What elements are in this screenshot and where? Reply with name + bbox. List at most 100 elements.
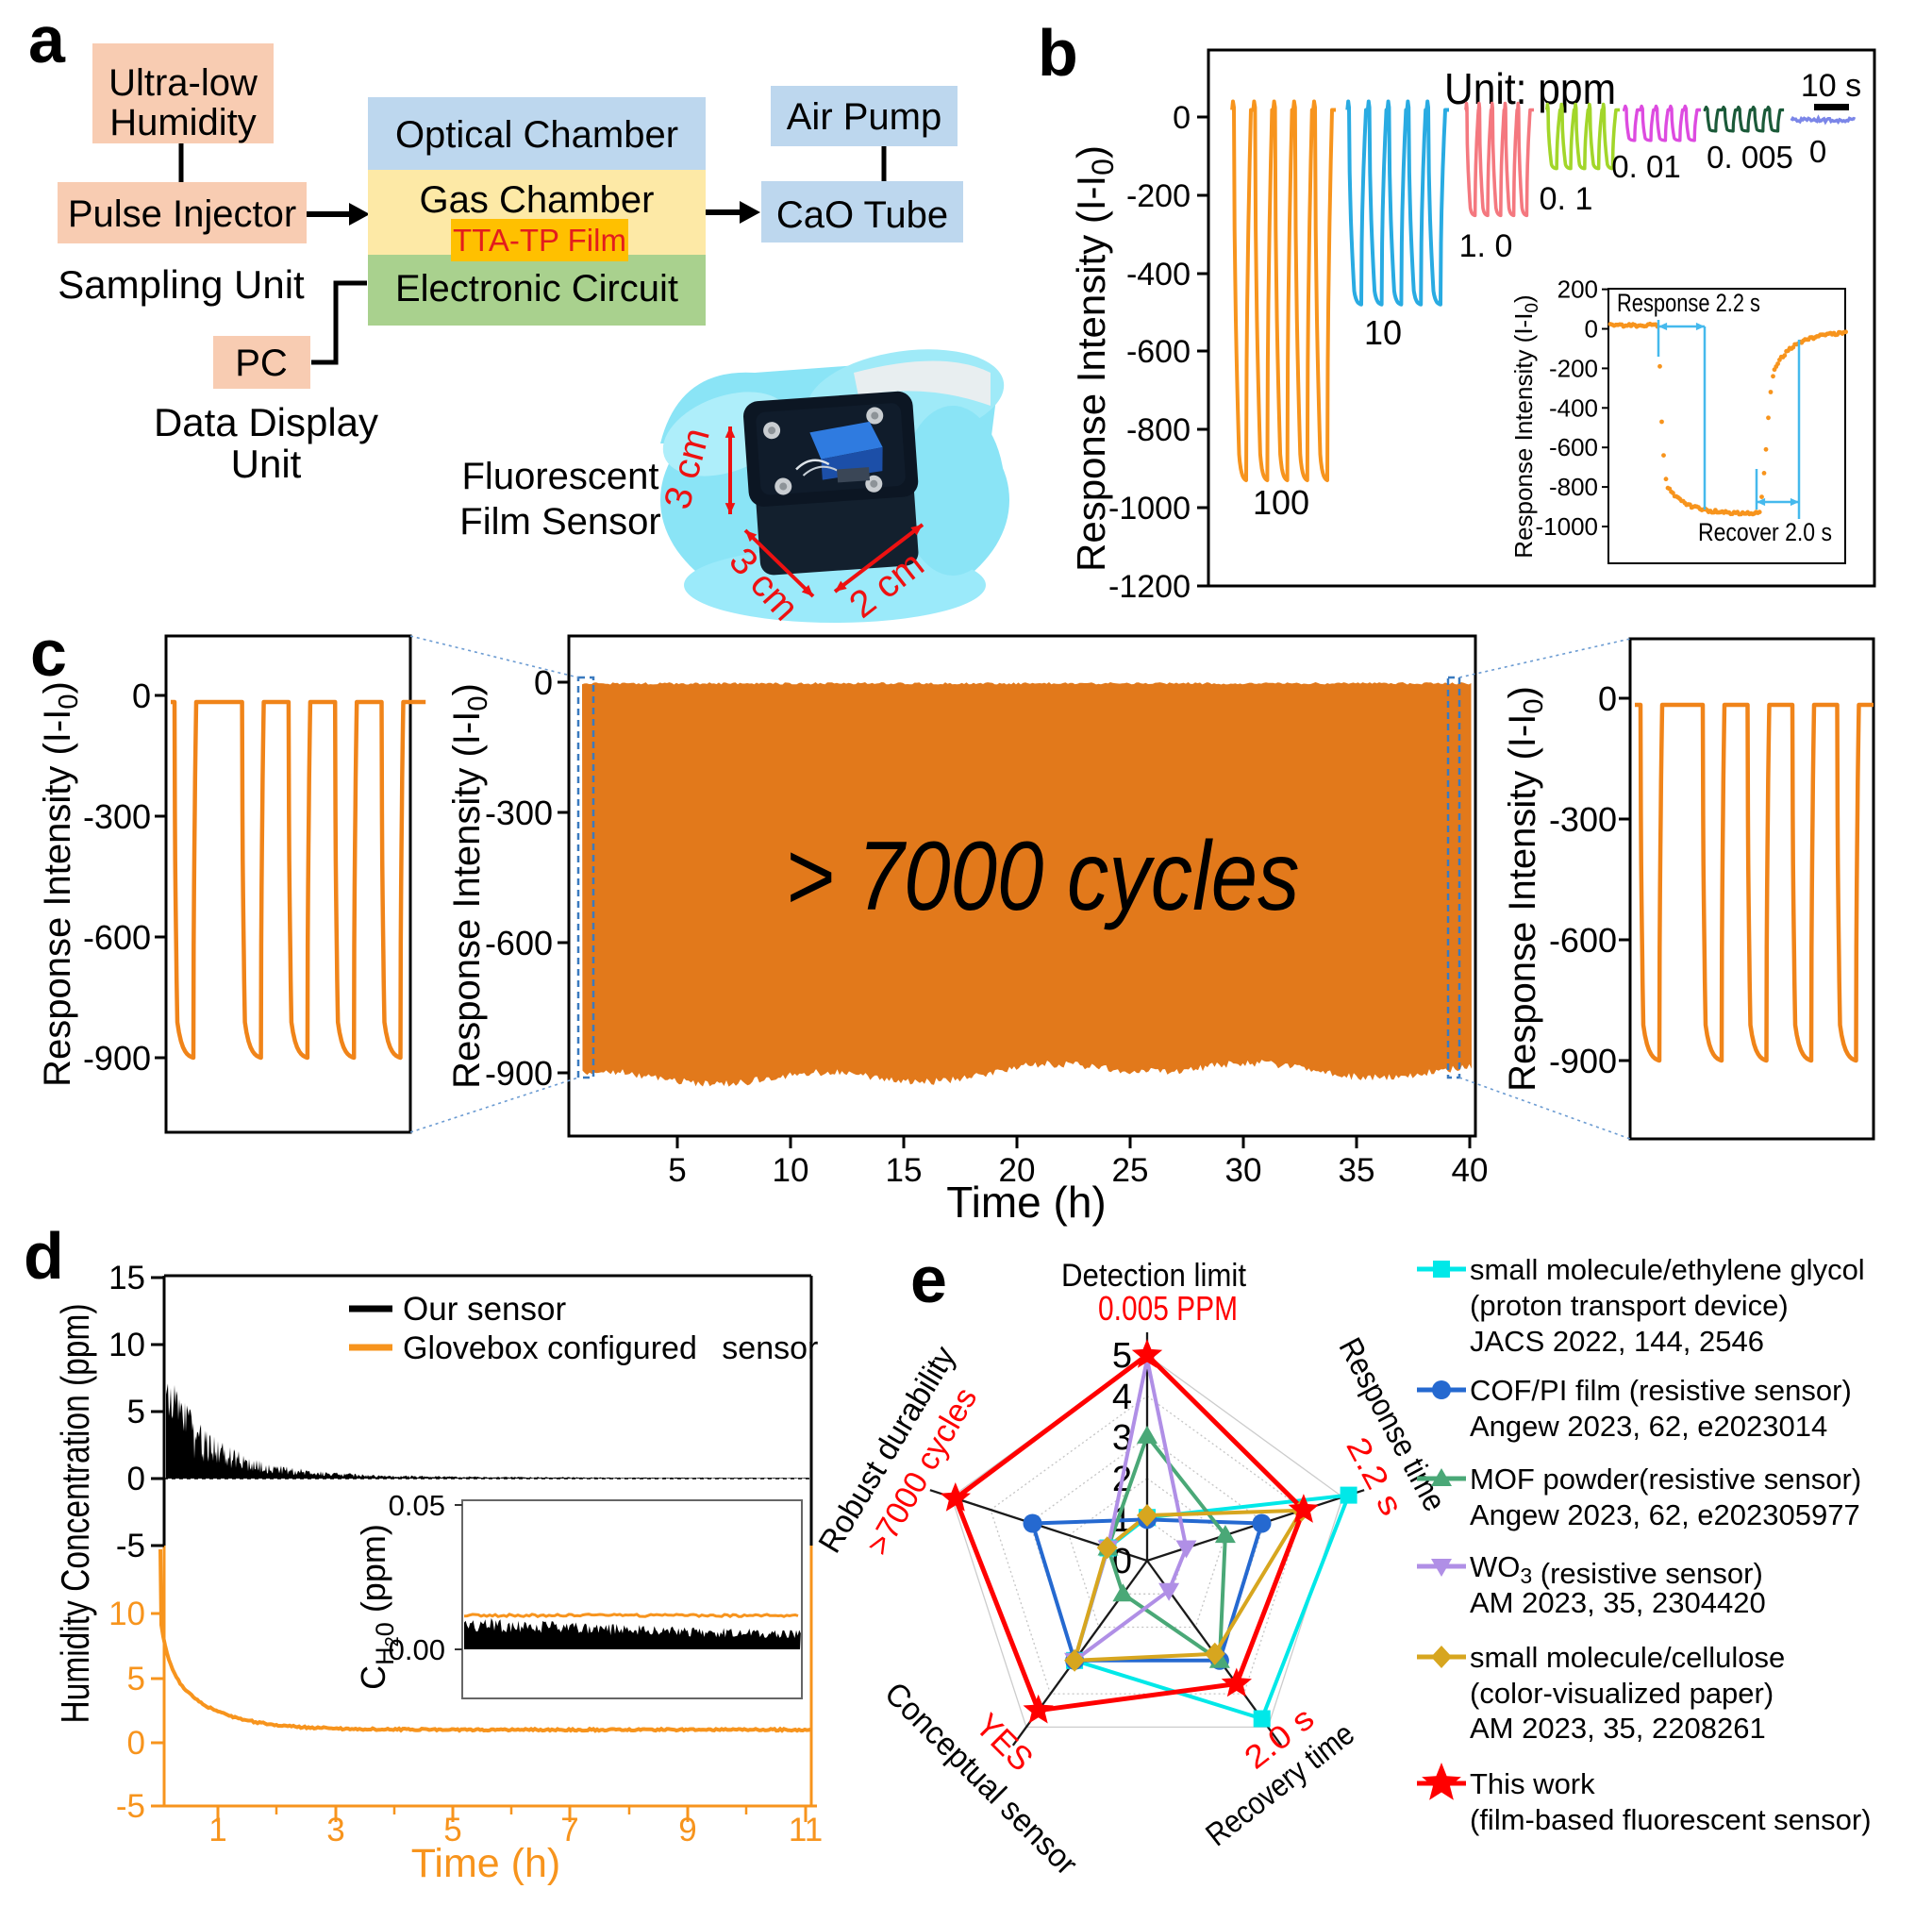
svg-text:-600: -600 <box>83 918 151 957</box>
svg-text:0. 01: 0. 01 <box>1611 149 1680 184</box>
svg-text:JACS 2022, 144, 2546: JACS 2022, 144, 2546 <box>1470 1325 1764 1358</box>
svg-text:-400: -400 <box>1549 393 1598 422</box>
svg-text:-200: -200 <box>1126 178 1191 214</box>
svg-text:7: 7 <box>560 1812 578 1848</box>
svg-text:d: d <box>24 1219 64 1293</box>
svg-text:200: 200 <box>1557 276 1598 304</box>
svg-text:Response 2.2 s: Response 2.2 s <box>1617 289 1760 317</box>
svg-text:Angew 2023, 62, e2023014: Angew 2023, 62, e2023014 <box>1470 1410 1827 1443</box>
svg-text:-1000: -1000 <box>1108 491 1191 527</box>
svg-text:Humidity Concentration (ppm): Humidity Concentration (ppm) <box>53 1304 97 1724</box>
svg-text:Angew 2023, 62, e202305977: Angew 2023, 62, e202305977 <box>1470 1498 1860 1531</box>
svg-text:1. 0: 1. 0 <box>1459 228 1513 264</box>
svg-text:20: 20 <box>999 1152 1036 1189</box>
svg-text:-200: -200 <box>1549 354 1598 382</box>
svg-text:0: 0 <box>1173 100 1191 136</box>
svg-text:-1200: -1200 <box>1108 569 1191 605</box>
svg-text:-600: -600 <box>485 924 553 962</box>
svg-text:100: 100 <box>1253 483 1309 522</box>
svg-text:0: 0 <box>1585 315 1598 343</box>
svg-text:5: 5 <box>127 1661 145 1697</box>
svg-text:11: 11 <box>789 1812 823 1848</box>
svg-text:40: 40 <box>1452 1152 1489 1189</box>
svg-text:-1000: -1000 <box>1536 512 1599 541</box>
svg-text:3: 3 <box>326 1812 344 1848</box>
svg-text:0. 005: 0. 005 <box>1707 140 1793 175</box>
svg-text:CaO Tube: CaO Tube <box>776 194 948 236</box>
svg-text:(proton transport device): (proton transport device) <box>1470 1289 1789 1322</box>
svg-text:0: 0 <box>1598 679 1617 718</box>
svg-text:Detection limit: Detection limit <box>1061 1258 1247 1294</box>
svg-text:10: 10 <box>108 1596 145 1632</box>
svg-text:4: 4 <box>1112 1378 1132 1417</box>
svg-text:AM 2023, 35, 2304420: AM 2023, 35, 2304420 <box>1470 1586 1766 1619</box>
svg-text:-800: -800 <box>1549 473 1598 501</box>
svg-text:Pulse Injector: Pulse Injector <box>68 193 296 235</box>
svg-text:Unit: Unit <box>231 442 302 486</box>
svg-text:1: 1 <box>208 1812 226 1848</box>
svg-text:10: 10 <box>108 1327 145 1363</box>
svg-text:-300: -300 <box>1549 800 1617 839</box>
svg-text:Response Intensity (I-I0): Response Intensity (I-I0) <box>1502 686 1549 1092</box>
svg-text:Sampling Unit: Sampling Unit <box>58 262 305 307</box>
svg-text:Data Display: Data Display <box>154 400 378 444</box>
svg-text:This work: This work <box>1470 1767 1595 1800</box>
svg-text:5: 5 <box>127 1394 145 1430</box>
svg-text:-300: -300 <box>83 797 151 836</box>
svg-text:10: 10 <box>1364 313 1402 352</box>
svg-text:5: 5 <box>1112 1336 1132 1376</box>
svg-text:AM 2023, 35, 2208261: AM 2023, 35, 2208261 <box>1470 1712 1766 1745</box>
svg-text:b: b <box>1038 16 1078 90</box>
svg-text:0: 0 <box>534 663 553 702</box>
svg-text:0.005 PPM: 0.005 PPM <box>1098 1289 1238 1328</box>
svg-text:Our sensor: Our sensor <box>403 1291 566 1328</box>
svg-text:TTA-TP Film: TTA-TP Film <box>453 223 626 258</box>
svg-text:0: 0 <box>1809 134 1826 169</box>
svg-text:Electronic Circuit: Electronic Circuit <box>395 268 678 309</box>
svg-text:0.00: 0.00 <box>389 1633 445 1666</box>
svg-text:Recover 2.0 s: Recover 2.0 s <box>1698 518 1832 546</box>
svg-text:0: 0 <box>127 1461 145 1497</box>
svg-text:Film Sensor: Film Sensor <box>459 501 660 543</box>
svg-text:-600: -600 <box>1549 921 1617 960</box>
svg-text:MOF powder(resistive sensor): MOF powder(resistive sensor) <box>1470 1463 1861 1496</box>
svg-text:a: a <box>28 3 66 76</box>
svg-text:PC: PC <box>235 343 288 384</box>
svg-text:Optical Chamber: Optical Chamber <box>395 114 678 156</box>
svg-text:Humidity: Humidity <box>109 102 257 143</box>
svg-text:small molecule/cellulose: small molecule/cellulose <box>1470 1641 1785 1674</box>
svg-text:-5: -5 <box>116 1528 145 1564</box>
svg-text:e: e <box>910 1243 947 1316</box>
svg-text:0: 0 <box>127 1725 145 1762</box>
svg-text:Unit: ppm: Unit: ppm <box>1444 64 1616 113</box>
svg-text:-900: -900 <box>485 1054 553 1093</box>
svg-text:5: 5 <box>443 1812 461 1848</box>
svg-text:-900: -900 <box>1549 1042 1617 1080</box>
svg-text:Air Pump: Air Pump <box>787 96 942 138</box>
svg-text:Gas Chamber: Gas Chamber <box>420 179 655 221</box>
svg-text:5: 5 <box>668 1152 686 1189</box>
svg-text:15: 15 <box>108 1260 145 1296</box>
svg-text:-900: -900 <box>83 1039 151 1078</box>
svg-text:Glovebox configured sensor: Glovebox configured sensor <box>403 1330 818 1366</box>
svg-text:Fluorescent: Fluorescent <box>462 456 659 497</box>
svg-text:0.05: 0.05 <box>389 1489 445 1522</box>
svg-text:> 7000 cycles: > 7000 cycles <box>786 822 1300 931</box>
svg-text:-5: -5 <box>116 1788 145 1825</box>
svg-text:-600: -600 <box>1126 334 1191 370</box>
svg-text:15: 15 <box>886 1152 923 1189</box>
svg-text:30: 30 <box>1225 1152 1262 1189</box>
svg-text:Response Intensity (I-I0): Response Intensity (I-I0) <box>1509 294 1542 558</box>
svg-text:Response Intensity (I-I0): Response Intensity (I-I0) <box>37 681 84 1087</box>
svg-text:25: 25 <box>1112 1152 1149 1189</box>
svg-text:Ultra-low: Ultra-low <box>108 62 258 104</box>
svg-text:-300: -300 <box>485 794 553 832</box>
svg-text:10 s: 10 s <box>1801 68 1861 104</box>
svg-text:small molecule/ethylene glycol: small molecule/ethylene glycol <box>1470 1253 1865 1286</box>
svg-text:Response Intensity (I-I0): Response Intensity (I-I0) <box>446 683 493 1089</box>
svg-text:-600: -600 <box>1549 433 1598 461</box>
svg-text:9: 9 <box>678 1812 696 1848</box>
svg-text:0. 1: 0. 1 <box>1540 181 1593 217</box>
svg-text:10: 10 <box>773 1152 809 1189</box>
svg-text:c: c <box>30 616 67 690</box>
